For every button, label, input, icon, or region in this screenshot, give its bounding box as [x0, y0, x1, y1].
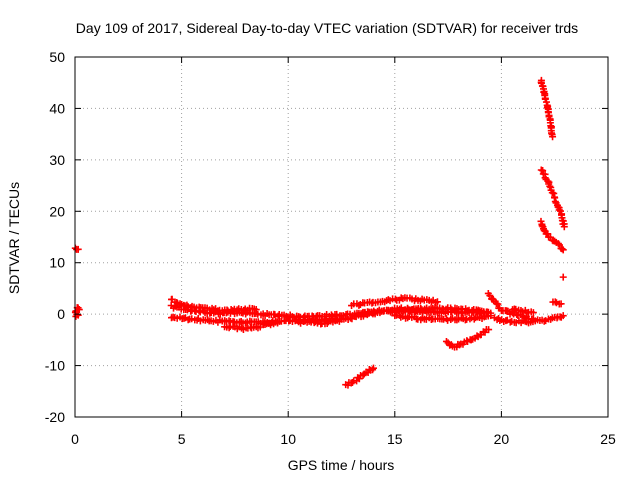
data-point: [252, 306, 260, 314]
data-point: [529, 309, 537, 317]
x-tick-label: 10: [280, 431, 296, 447]
x-tick-label: 25: [600, 431, 616, 447]
data-point: [494, 300, 502, 308]
data-point: [485, 326, 493, 334]
data-point: [558, 245, 566, 253]
data-point: [369, 364, 377, 372]
data-point: [470, 315, 478, 323]
y-tick-label: 10: [49, 255, 65, 271]
chart-title: Day 109 of 2017, Sidereal Day-to-day VTE…: [76, 20, 578, 36]
data-point: [560, 223, 568, 231]
data-points: [71, 76, 568, 389]
data-point: [433, 298, 441, 306]
data-point: [557, 300, 565, 308]
x-tick-label: 15: [387, 431, 403, 447]
data-point: [274, 318, 282, 326]
y-tick-label: 20: [49, 203, 65, 219]
data-point: [559, 312, 567, 320]
axis-ticks: 0 5 10 15 20 25 -20 -10 0 10 20 30 40 50: [45, 49, 616, 447]
y-tick-label: 0: [57, 306, 65, 322]
y-tick-label: -10: [45, 358, 65, 374]
data-point: [444, 316, 452, 324]
plot-frame: [74, 56, 609, 418]
data-point: [555, 241, 563, 249]
y-tick-label: -20: [45, 409, 65, 425]
data-point: [487, 312, 495, 320]
y-tick-label: 40: [49, 100, 65, 116]
data-point: [554, 240, 562, 248]
x-tick-label: 0: [71, 431, 79, 447]
x-tick-label: 5: [178, 431, 186, 447]
data-point: [75, 306, 83, 314]
data-point: [549, 133, 557, 141]
data-point: [559, 273, 567, 281]
data-point: [482, 308, 490, 316]
data-point: [546, 182, 554, 190]
data-point: [74, 311, 82, 319]
y-axis-label: SDTVAR / TECUs: [6, 182, 22, 294]
data-point: [538, 222, 546, 230]
data-point: [225, 324, 233, 332]
x-tick-label: 20: [494, 431, 510, 447]
data-point: [559, 246, 567, 254]
data-point: [355, 301, 363, 309]
y-tick-label: 50: [49, 49, 65, 65]
data-point: [551, 298, 559, 306]
data-point: [355, 375, 363, 383]
y-tick-label: 30: [49, 152, 65, 168]
x-axis-label: GPS time / hours: [288, 457, 395, 473]
data-point: [391, 295, 399, 303]
data-point: [555, 206, 563, 214]
data-point: [406, 307, 414, 315]
data-point: [74, 245, 82, 253]
